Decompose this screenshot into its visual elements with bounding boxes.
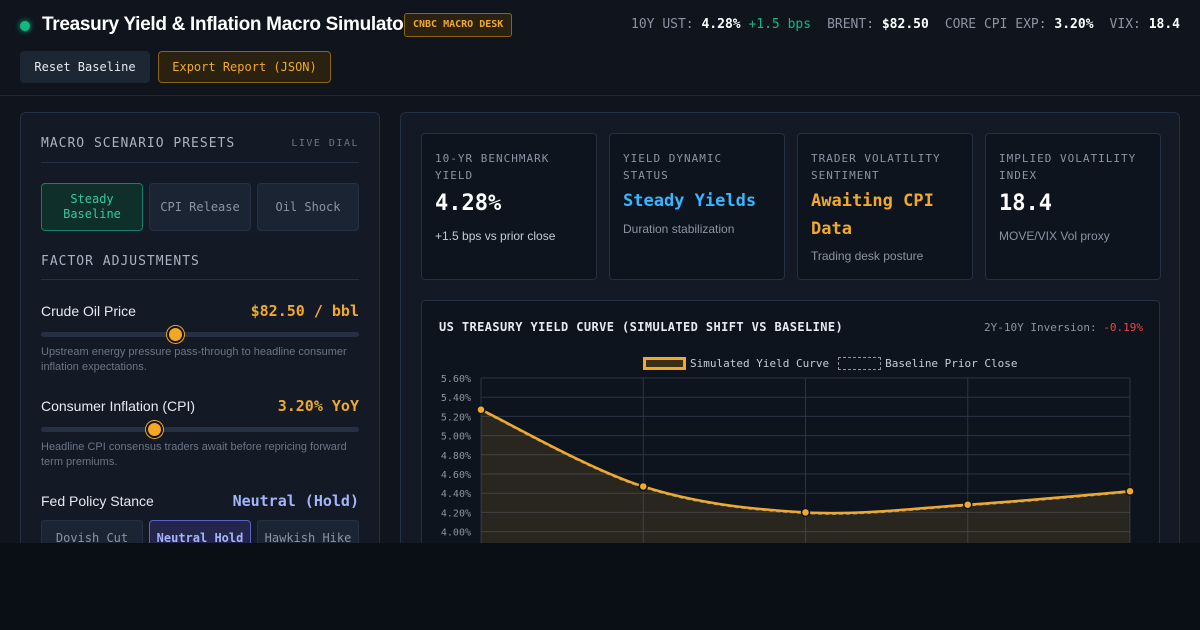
y-tick-label: 4.80% <box>441 451 471 462</box>
ticker-brent-label: BRENT: <box>827 17 875 32</box>
ticker-cpi-label: CORE CPI EXP: <box>944 17 1047 32</box>
fed-neutral-hold-button[interactable]: Neutral Hold <box>149 520 251 543</box>
export-report-button[interactable]: Export Report (JSON) <box>158 51 331 83</box>
kpi-benchmark-yield: 10-YR BENCHMARK YIELD 4.28% +1.5 bps vs … <box>421 133 597 280</box>
inversion-readout: 2Y-10Y Inversion: -0.19% <box>984 321 1143 334</box>
ticker-vix-value: 18.4 <box>1148 17 1180 32</box>
kpi-label: 10-YR BENCHMARK YIELD <box>435 152 550 182</box>
fed-policy-label: Fed Policy Stance <box>41 493 154 509</box>
y-tick-label: 5.40% <box>441 393 471 404</box>
app-window: Treasury Yield & Inflation Macro Simulat… <box>0 0 1200 543</box>
presets-title: MACRO SCENARIO PRESETS <box>41 136 236 151</box>
ticker-brent: BRENT: $82.50 <box>827 17 929 32</box>
chart-title: US TREASURY YIELD CURVE (SIMULATED SHIFT… <box>439 320 844 334</box>
kpi-subtext: MOVE/VIX Vol proxy <box>999 229 1110 243</box>
factors-title: FACTOR ADJUSTMENTS <box>41 254 200 269</box>
y-tick-label: 5.00% <box>441 432 471 443</box>
kpi-volatility-sentiment: TRADER VOLATILITY SENTIMENT Awaiting CPI… <box>797 133 973 280</box>
header: Treasury Yield & Inflation Macro Simulat… <box>0 0 1200 96</box>
market-ticker: 10Y UST: 4.28% +1.5 bps BRENT: $82.50 CO… <box>631 17 1180 32</box>
y-tick-label: 5.60% <box>441 374 471 385</box>
kpi-value: Steady Yields <box>623 191 757 211</box>
preset-cpi-release[interactable]: CPI Release <box>149 183 251 231</box>
y-tick-label: 5.20% <box>441 412 471 423</box>
legend-baseline-swatch <box>838 357 882 370</box>
yield-curve-chart: US TREASURY YIELD CURVE (SIMULATED SHIFT… <box>421 300 1160 543</box>
kpi-label: YIELD DYNAMIC STATUS <box>623 152 723 182</box>
dashboard-panel: 10-YR BENCHMARK YIELD 4.28% +1.5 bps vs … <box>400 112 1180 543</box>
cpi-slider-handle[interactable] <box>146 421 164 438</box>
legend-simulated-label: Simulated Yield Curve <box>690 357 830 370</box>
kpi-subtext: Duration stabilization <box>623 222 735 236</box>
fed-hawkish-hike-button[interactable]: Hawkish Hike <box>257 520 359 543</box>
fed-dovish-cut-button[interactable]: Dovish Cut <box>41 520 143 543</box>
chart-legend: Simulated Yield Curve Baseline Prior Clo… <box>643 357 1018 370</box>
y-tick-label: 4.40% <box>441 489 471 500</box>
ticker-vix-label: VIX: <box>1109 17 1141 32</box>
y-tick-label: 4.20% <box>441 508 471 519</box>
y-tick-label: 4.60% <box>441 470 471 481</box>
y-tick-label: 4.00% <box>441 528 471 539</box>
kpi-value: 18.4 <box>999 191 1052 216</box>
live-status-icon <box>20 21 30 31</box>
simulated-point <box>476 404 486 415</box>
oil-price-slider[interactable] <box>41 326 359 343</box>
oil-price-description: Upstream energy pressure pass-through to… <box>41 346 347 373</box>
preset-steady-baseline[interactable]: Steady Baseline <box>41 183 143 231</box>
live-dial-label: LIVE DIAL <box>291 138 359 149</box>
legend-simulated-swatch <box>643 357 686 370</box>
fed-policy-value: Neutral (Hold) <box>232 492 359 510</box>
ticker-ust: 10Y UST: 4.28% +1.5 bps <box>631 17 811 32</box>
reset-baseline-button[interactable]: Reset Baseline <box>20 51 150 83</box>
simulated-area <box>481 409 1130 543</box>
kpi-value: Awaiting CPI Data <box>811 191 934 239</box>
inversion-label: 2Y-10Y Inversion: <box>984 321 1097 334</box>
kpi-label: TRADER VOLATILITY SENTIMENT <box>811 152 941 182</box>
kpi-subtext: Trading desk posture <box>811 249 924 263</box>
yield-curve-plot: 5.60% 5.40% 5.20% 5.00% 4.80% 4.60% 4.40% 4.20%… <box>441 374 1135 543</box>
cpi-slider[interactable] <box>41 421 359 438</box>
divider <box>41 162 359 163</box>
oil-price-value: $82.50 / bbl <box>250 302 359 320</box>
app-title: Treasury Yield & Inflation Macro Simulat… <box>42 14 411 35</box>
kpi-yield-status: YIELD DYNAMIC STATUS Steady Yields Durat… <box>609 133 785 280</box>
ticker-ust-label: 10Y UST: <box>631 17 694 32</box>
legend-baseline-label: Baseline Prior Close <box>885 357 1018 370</box>
brand-badge: CNBC MACRO DESK <box>404 13 513 37</box>
cpi-value: 3.20% YoY <box>277 397 359 415</box>
preset-oil-shock[interactable]: Oil Shock <box>257 183 359 231</box>
divider <box>41 279 359 280</box>
cpi-label: Consumer Inflation (CPI) <box>41 398 196 414</box>
ticker-cpi-value: 3.20% <box>1054 17 1094 32</box>
simulated-point <box>638 481 648 492</box>
simulated-point <box>1125 486 1135 497</box>
kpi-subtext: +1.5 bps vs prior close <box>435 229 556 243</box>
ticker-vix: VIX: 18.4 <box>1110 17 1180 32</box>
inversion-value: -0.19% <box>1103 321 1143 334</box>
kpi-label: IMPLIED VOLATILITY INDEX <box>999 152 1137 182</box>
simulated-point <box>963 499 973 510</box>
ticker-brent-value: $82.50 <box>881 17 929 32</box>
simulated-point <box>800 507 811 518</box>
kpi-value: 4.28% <box>435 191 502 216</box>
ticker-cpi: CORE CPI EXP: 3.20% <box>945 17 1094 32</box>
ticker-ust-value: 4.28% <box>701 17 741 32</box>
cpi-description: Headline CPI consensus traders await bef… <box>41 441 347 468</box>
ticker-ust-change: +1.5 bps <box>748 17 812 32</box>
kpi-implied-volatility: IMPLIED VOLATILITY INDEX 18.4 MOVE/VIX V… <box>985 133 1161 280</box>
control-panel: MACRO SCENARIO PRESETS LIVE DIAL Steady … <box>20 112 380 543</box>
oil-price-slider-handle[interactable] <box>167 326 185 343</box>
oil-price-label: Crude Oil Price <box>41 303 136 319</box>
